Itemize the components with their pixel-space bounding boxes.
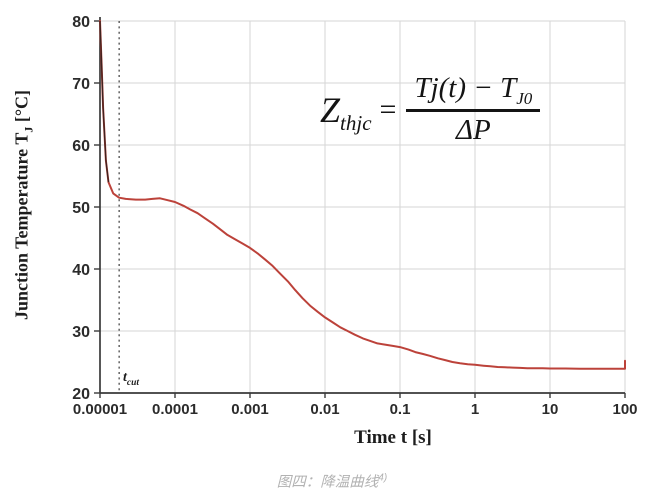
- formula-denominator: ΔP: [455, 114, 491, 146]
- formula-fraction: Tj(t) − TJ0 ΔP: [406, 72, 541, 147]
- formula-numerator-text: Tj(t) − T: [414, 72, 517, 104]
- thermal-impedance-formula: Zthjc = Tj(t) − TJ0 ΔP: [320, 72, 541, 147]
- svg-text:80: 80: [72, 14, 90, 31]
- svg-text:100: 100: [612, 401, 637, 418]
- figure-caption: 图四：降温曲线4): [277, 471, 387, 492]
- svg-text:70: 70: [72, 76, 90, 93]
- formula-lhs: Zthjc: [320, 89, 372, 134]
- y-axis-title-subscript: J: [21, 126, 36, 133]
- tcut-base: t: [123, 370, 127, 385]
- svg-text:0.01: 0.01: [310, 401, 339, 418]
- y-axis-title: Junction Temperature TJ [°C]: [12, 90, 37, 320]
- svg-text:30: 30: [72, 324, 90, 341]
- figure-caption-footnote-marker: 4): [378, 472, 388, 484]
- svg-text:0.00001: 0.00001: [73, 401, 127, 418]
- x-axis-title: Time t [s]: [354, 427, 432, 448]
- svg-text:0.1: 0.1: [390, 401, 411, 418]
- y-axis-title-unit: [°C]: [11, 89, 32, 127]
- formula-equals-sign: =: [379, 92, 397, 126]
- svg-text:60: 60: [72, 138, 90, 155]
- svg-text:1: 1: [471, 401, 479, 418]
- formula-numerator-subscript: J0: [516, 88, 533, 108]
- formula-lhs-subscript: thjc: [340, 110, 372, 135]
- y-axis-title-text: Junction Temperature T: [11, 132, 32, 321]
- formula-lhs-base: Z: [320, 89, 341, 130]
- formula-numerator: Tj(t) − TJ0: [406, 72, 541, 112]
- figure-caption-text: 图四：降温曲线: [276, 474, 379, 491]
- svg-text:0.0001: 0.0001: [152, 401, 198, 418]
- svg-text:20: 20: [72, 386, 90, 403]
- svg-text:40: 40: [72, 262, 90, 279]
- svg-text:50: 50: [72, 200, 90, 217]
- svg-text:10: 10: [542, 401, 559, 418]
- svg-text:0.001: 0.001: [231, 401, 269, 418]
- tcut-subscript: cut: [126, 377, 140, 388]
- tcut-annotation: tcut: [123, 370, 140, 388]
